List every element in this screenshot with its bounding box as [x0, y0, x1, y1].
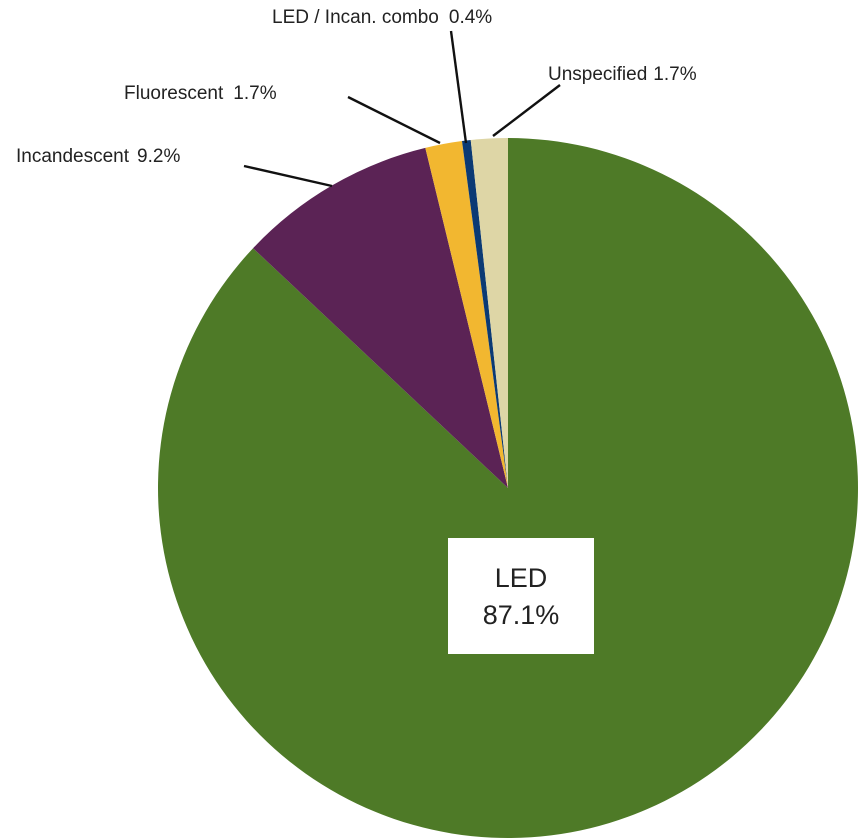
led-center-label-name: LED — [495, 563, 548, 593]
pie-slice-incandescent — [253, 147, 508, 488]
led-center-label-value: 87.1% — [483, 600, 560, 630]
leader-line-fluorescent — [347, 95, 441, 145]
slice-labels: LED / Incan. combo 0.4% Unspecified 1.7% F… — [16, 7, 697, 167]
pie-slice-led — [158, 138, 859, 838]
leader-line-led-incan-combo — [449, 30, 468, 144]
led-center-label-box — [448, 538, 594, 654]
slice-label-incandescent: Incandescent 9.2% — [16, 146, 180, 167]
leader-line-unspecified — [492, 84, 561, 137]
pie-slice-unspecified — [470, 138, 508, 488]
leader-lines — [243, 30, 561, 188]
slice-label-led-incan-combo: LED / Incan. combo 0.4% — [272, 7, 492, 28]
leader-line-incandescent — [243, 164, 333, 188]
led-center-label: LED 87.1% — [448, 538, 594, 654]
pie-slices — [158, 138, 859, 838]
pie-slice-fluorescent — [425, 141, 508, 489]
slice-label-fluorescent: Fluorescent 1.7% — [124, 83, 277, 104]
slice-label-unspecified: Unspecified 1.7% — [548, 64, 697, 85]
pie-slice-led-incan-combo — [462, 139, 508, 489]
